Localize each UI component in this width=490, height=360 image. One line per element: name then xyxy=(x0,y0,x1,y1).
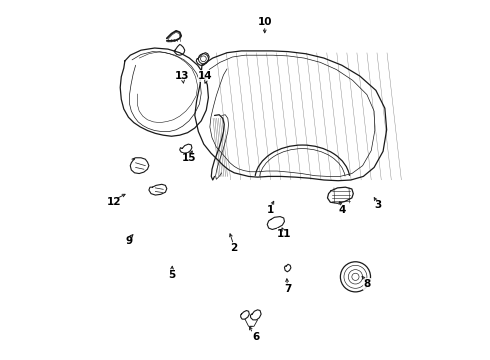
Text: 8: 8 xyxy=(363,279,370,289)
Text: 11: 11 xyxy=(277,229,292,239)
Text: 2: 2 xyxy=(231,243,238,253)
Text: 12: 12 xyxy=(107,197,122,207)
Text: 6: 6 xyxy=(252,332,259,342)
Text: 15: 15 xyxy=(182,153,196,163)
Text: 14: 14 xyxy=(198,71,213,81)
Text: 5: 5 xyxy=(168,270,175,280)
Text: 7: 7 xyxy=(284,284,292,294)
Text: 4: 4 xyxy=(338,206,345,216)
Text: 1: 1 xyxy=(267,206,274,216)
Text: 10: 10 xyxy=(257,17,272,27)
Text: 9: 9 xyxy=(126,236,133,246)
Text: 3: 3 xyxy=(374,200,381,210)
Text: 13: 13 xyxy=(175,71,190,81)
